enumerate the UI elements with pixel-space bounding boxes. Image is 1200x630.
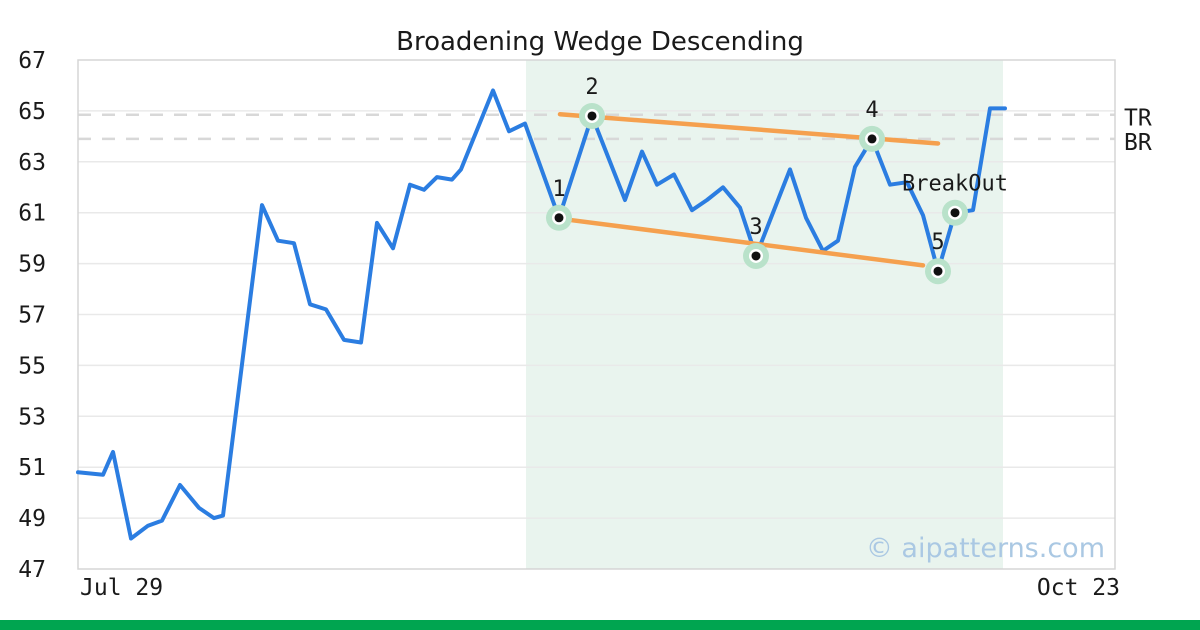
marker-label: 1 [552,177,565,202]
marker-dot [867,134,877,144]
level-label: BR [1124,130,1152,156]
price-line [76,88,1007,541]
y-tick-label: 65 [18,99,46,125]
marker-label: 5 [931,230,944,255]
marker-dot [933,266,943,276]
level-label: TR [1124,106,1152,132]
y-tick-label: 49 [18,506,46,532]
marker-dot [587,111,597,121]
marker-label: 3 [749,215,762,240]
marker-dot [751,251,761,261]
y-tick-label: 51 [18,455,46,481]
price-series-layer [76,88,1007,541]
y-tick-label: 61 [18,201,46,227]
y-tick-label: 63 [18,150,46,176]
y-tick-label: 57 [18,303,46,329]
chart-title: Broadening Wedge Descending [396,27,804,57]
marker-label: BreakOut [902,172,1008,197]
pattern-markers-layer: 1 2 3 4 5 BreakOut [546,75,1008,285]
bottom-brand-bar [0,620,1200,630]
y-tick-label: 67 [18,48,46,74]
x-axis-label-end: Oct 23 [1037,575,1120,601]
y-tick-label: 59 [18,252,46,278]
plot-border [77,59,1116,570]
y-tick-label: 53 [18,404,46,430]
marker-label: 2 [585,75,598,100]
x-axis-label-start: Jul 29 [80,575,163,601]
marker-dot [554,213,564,223]
level-lines-layer [78,113,1115,141]
marker-label: 4 [865,98,878,123]
watermark: © aipatterns.com [866,533,1105,564]
lower-trendline [566,217,926,268]
y-tick-label: 47 [18,557,46,583]
grid-layer [78,110,1115,519]
marker-dot [950,208,960,218]
y-tick-label: 55 [18,353,46,379]
